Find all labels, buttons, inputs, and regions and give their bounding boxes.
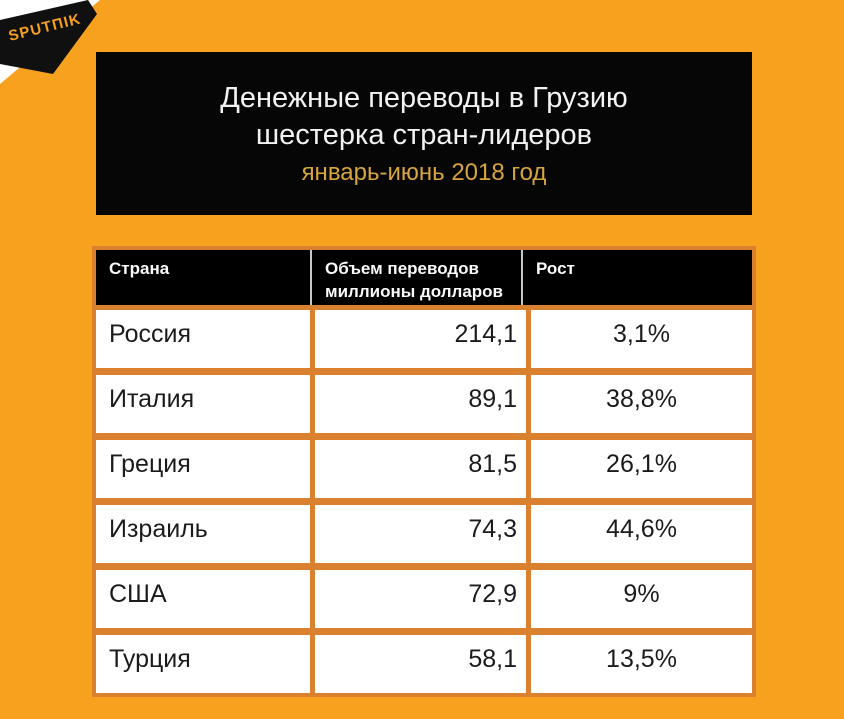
volume-cell: 89,1	[315, 375, 526, 433]
logo-black-flag	[0, 0, 97, 74]
volume-cell: 72,9	[315, 570, 526, 628]
country-cell: Италия	[96, 375, 310, 433]
title-subtitle: январь-июнь 2018 год	[301, 158, 547, 186]
country-cell: Россия	[96, 310, 310, 368]
country-cell: Турция	[96, 635, 310, 693]
volume-cell: 81,5	[315, 440, 526, 498]
growth-cell: 3,1%	[531, 310, 752, 368]
country-cell: Греция	[96, 440, 310, 498]
volume-cell: 58,1	[315, 635, 526, 693]
header-cell-growth: Рост	[521, 250, 752, 305]
country-cell: Израиль	[96, 505, 310, 563]
header-cell-volume-line2: миллионы долларов	[325, 282, 503, 301]
header-cell-country: Страна	[109, 259, 170, 278]
table-header-row: Страна Объем переводов миллионы долларов…	[96, 250, 752, 305]
growth-cell: 13,5%	[531, 635, 752, 693]
table-body: Россия 214,1 3,1% Италия 89,1 38,8% Грец…	[96, 310, 752, 693]
growth-cell: 26,1%	[531, 440, 752, 498]
title-box: Денежные переводы в Грузию шестерка стра…	[96, 52, 752, 215]
sputnik-logo: SPUTПIK	[0, 0, 100, 84]
title-line-2: шестерка стран-лидеров	[255, 118, 593, 151]
data-table: Страна Объем переводов миллионы долларов…	[92, 246, 756, 697]
title-line-1: Денежные переводы в Грузию	[220, 81, 628, 114]
growth-cell: 44,6%	[531, 505, 752, 563]
growth-cell: 38,8%	[531, 375, 752, 433]
volume-cell: 74,3	[315, 505, 526, 563]
header-cell-volume-line1: Объем переводов	[325, 259, 479, 278]
volume-cell: 214,1	[315, 310, 526, 368]
country-cell: США	[96, 570, 310, 628]
growth-cell: 9%	[531, 570, 752, 628]
header-cell-volume: Объем переводов миллионы долларов	[310, 250, 521, 305]
